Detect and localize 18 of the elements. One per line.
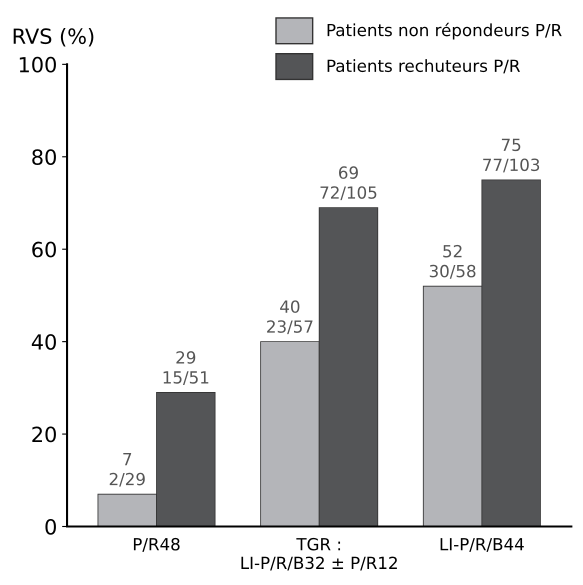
data-label: 7 2/29 [110, 453, 145, 487]
data-label: 29 15/51 [164, 351, 208, 385]
x-tick-label: P/R48 [134, 538, 180, 552]
y-tick-label: 80 [32, 149, 56, 165]
data-label: 52 30/58 [430, 244, 476, 279]
x-tick-label: TGR : LI-P/R/B32 ± P/R12 [241, 538, 397, 570]
y-tick-label: 0 [45, 518, 56, 535]
y-axis-title: RVS (%) [14, 28, 94, 47]
data-label: 40 23/57 [267, 300, 312, 334]
y-tick-label: 20 [32, 426, 56, 442]
y-tick-label: 40 [32, 334, 56, 350]
data-label: 69 72/105 [320, 166, 376, 200]
y-tick-label: 100 [20, 56, 56, 73]
data-label: 75 77/103 [483, 138, 540, 172]
x-tick-label: LI-P/R/B44 [440, 538, 524, 552]
legend-label: Patients rechuteurs P/R [328, 59, 520, 74]
y-tick-label: 60 [32, 242, 56, 258]
legend-label: Patients non répondeurs P/R [328, 22, 562, 40]
